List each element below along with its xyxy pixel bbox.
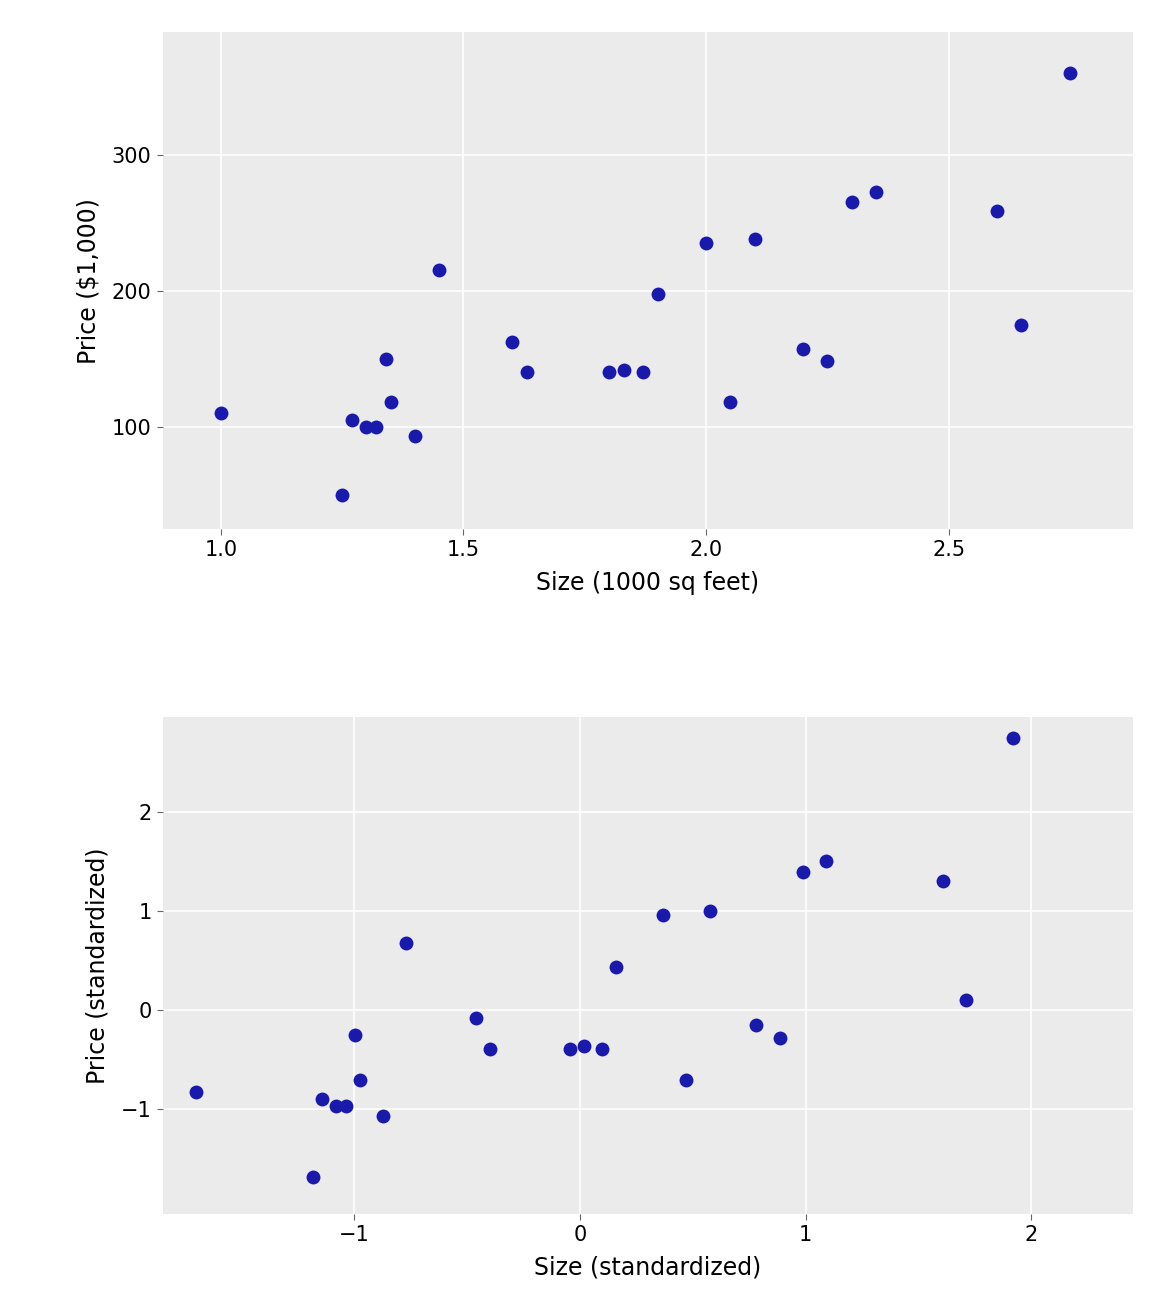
Point bbox=[615, 360, 633, 380]
Point bbox=[957, 989, 976, 1010]
Point bbox=[794, 339, 812, 360]
Point bbox=[770, 1028, 789, 1049]
Point bbox=[374, 1106, 393, 1127]
Point bbox=[467, 1007, 486, 1028]
Point bbox=[376, 348, 395, 369]
Point bbox=[503, 332, 522, 353]
Point bbox=[745, 228, 763, 249]
X-axis label: Size (1000 sq feet): Size (1000 sq feet) bbox=[536, 571, 760, 594]
Point bbox=[817, 850, 835, 871]
X-axis label: Size (standardized): Size (standardized) bbox=[535, 1256, 761, 1280]
Point bbox=[654, 905, 673, 925]
Point bbox=[842, 192, 861, 213]
Point bbox=[481, 1038, 500, 1059]
Point bbox=[648, 283, 667, 304]
Point bbox=[430, 260, 449, 280]
Point bbox=[313, 1088, 331, 1108]
Point bbox=[574, 1036, 593, 1057]
Point bbox=[1004, 728, 1023, 749]
Point bbox=[211, 402, 230, 423]
Point bbox=[633, 362, 652, 383]
Point bbox=[1012, 314, 1031, 335]
Point bbox=[367, 417, 386, 437]
Point bbox=[677, 1070, 696, 1090]
Point bbox=[397, 933, 416, 954]
Point bbox=[560, 1038, 579, 1059]
Point bbox=[381, 392, 400, 413]
Point bbox=[406, 426, 424, 447]
Point bbox=[517, 362, 536, 383]
Point bbox=[818, 352, 837, 373]
Point bbox=[357, 417, 375, 437]
Point bbox=[794, 862, 812, 883]
Y-axis label: Price (standardized): Price (standardized) bbox=[86, 848, 109, 1084]
Point bbox=[336, 1096, 354, 1116]
Point bbox=[351, 1070, 370, 1090]
Point bbox=[332, 484, 351, 505]
Point bbox=[593, 1038, 611, 1059]
Point bbox=[343, 410, 361, 431]
Point bbox=[600, 362, 618, 383]
Point bbox=[1061, 62, 1079, 83]
Point bbox=[934, 871, 953, 892]
Point bbox=[697, 232, 716, 253]
Point bbox=[303, 1166, 322, 1186]
Point bbox=[327, 1096, 345, 1116]
Point bbox=[867, 182, 885, 202]
Y-axis label: Price ($1,000): Price ($1,000) bbox=[77, 197, 101, 363]
Point bbox=[187, 1081, 206, 1102]
Point bbox=[720, 392, 739, 413]
Point bbox=[988, 200, 1006, 221]
Point bbox=[346, 1024, 365, 1045]
Point bbox=[607, 957, 625, 977]
Point bbox=[747, 1015, 766, 1036]
Point bbox=[701, 901, 719, 922]
